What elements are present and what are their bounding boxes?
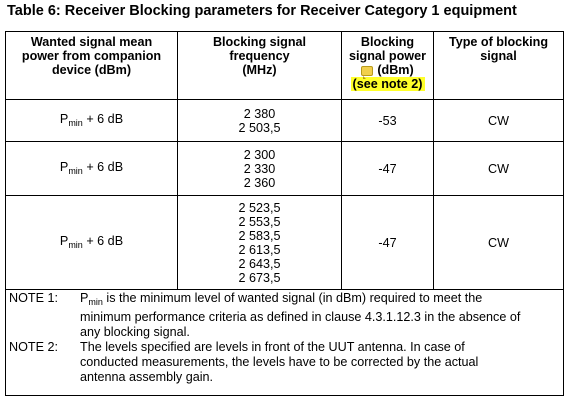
power-cell: -53 [341,99,434,142]
table-title: Table 6: Receiver Blocking parameters fo… [7,3,517,19]
note-2: NOTE 2: The levels specified are levels … [9,340,479,384]
power-cell: -47 [341,141,434,196]
see-note-2-highlight: (see note 2) [350,77,425,91]
note-1: NOTE 1: Pmin is the minimum level of wan… [9,291,521,339]
header-wanted-signal: Wanted signal mean power from companion … [5,31,178,100]
table-row: Pmin + 6 dB 2 300 2 330 2 360 -47 CW [5,141,564,196]
header-row: Wanted signal mean power from companion … [5,31,564,100]
type-cell: CW [433,195,564,290]
frequency-cell: 2 380 2 503,5 [177,99,342,142]
power-cell: -47 [341,195,434,290]
wanted-signal-cell: Pmin + 6 dB [5,99,178,142]
comment-icon[interactable] [361,65,374,79]
table-row: Pmin + 6 dB 2 523,5 2 553,5 2 583,5 2 61… [5,195,564,290]
header-blocking-type: Type of blocking signal [433,31,564,100]
frequency-cell: 2 523,5 2 553,5 2 583,5 2 613,5 2 643,5 … [177,195,342,290]
blocking-table: Wanted signal mean power from companion … [5,31,564,396]
header-blocking-frequency: Blocking signal frequency (MHz) [177,31,342,100]
header-blocking-power: Blocking signal power (dBm) (see note 2) [341,31,434,100]
wanted-signal-cell: Pmin + 6 dB [5,141,178,196]
type-cell: CW [433,99,564,142]
table-row: Pmin + 6 dB 2 380 2 503,5 -53 CW [5,99,564,142]
notes-row: NOTE 1: Pmin is the minimum level of wan… [5,289,564,396]
wanted-signal-cell: Pmin + 6 dB [5,195,178,290]
type-cell: CW [433,141,564,196]
frequency-cell: 2 300 2 330 2 360 [177,141,342,196]
notes-cell: NOTE 1: Pmin is the minimum level of wan… [5,289,564,396]
